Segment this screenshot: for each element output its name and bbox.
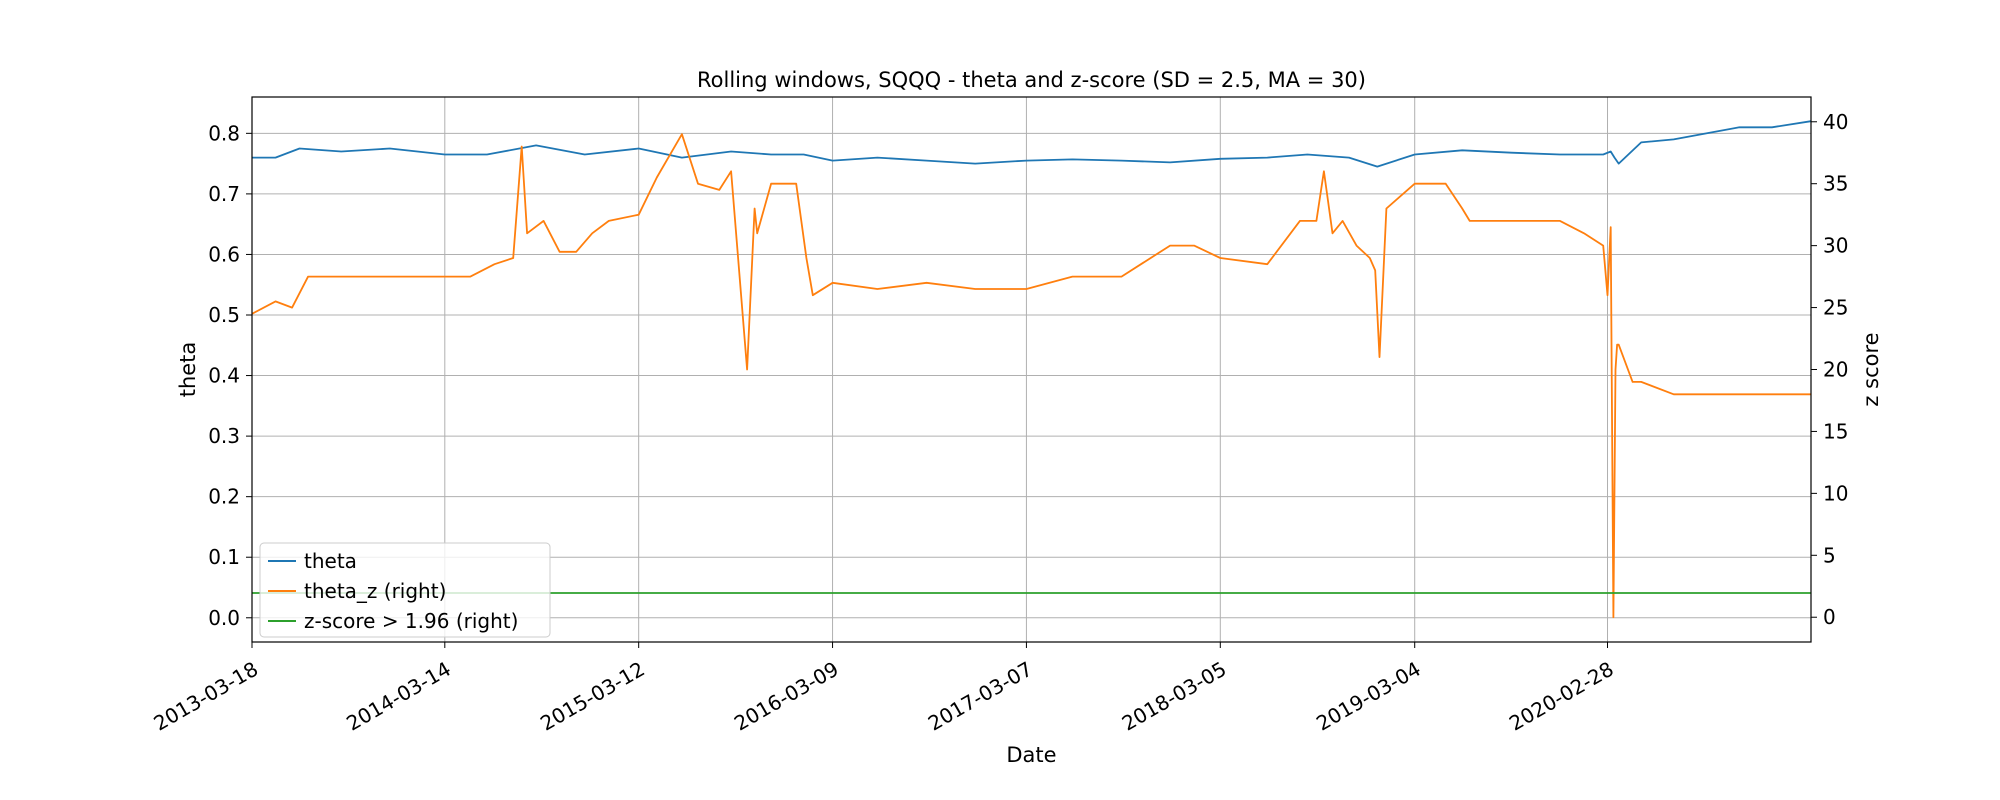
y-right-tick-label: 0: [1823, 605, 1836, 629]
series-line-2: [251, 133, 1811, 619]
x-tick-label: 2015-03-12: [536, 657, 649, 736]
y-left-tick-label: 0.3: [208, 424, 240, 448]
legend-label: z-score > 1.96 (right): [304, 609, 518, 633]
x-axis-label: Date: [1006, 743, 1056, 767]
y-left-tick-label: 0.6: [208, 242, 240, 266]
y-right-tick-label: 25: [1823, 296, 1848, 320]
x-tick-label: 2019-03-04: [1312, 657, 1425, 736]
legend: theta theta_z (right) z-score > 1.96 (righ…: [259, 542, 551, 638]
x-tick-label: 2018-03-05: [1118, 657, 1231, 736]
y-left-tick-label: 0.4: [208, 364, 240, 388]
series-line-1: [252, 120, 1812, 168]
legend-label: theta: [304, 549, 357, 573]
y-left-tick-label: 0.1: [208, 545, 240, 569]
x-tick-label: 2020-02-28: [1505, 657, 1618, 736]
legend-label: theta_z (right): [304, 579, 446, 603]
x-tick-label: 2013-03-18: [149, 657, 262, 736]
x-tick-label: 2016-03-09: [730, 657, 843, 736]
grid: [251, 97, 1811, 642]
y-right-tick-label: 15: [1823, 419, 1848, 443]
chart-title: Rolling windows, SQQQ - theta and z-scor…: [697, 68, 1366, 92]
y-right-tick-label: 40: [1823, 110, 1848, 134]
y-right-tick-label: 30: [1823, 234, 1848, 258]
y-left-tick-label: 0.7: [208, 182, 240, 206]
y-left-tick-label: 0.8: [208, 121, 240, 145]
x-tick-label: 2014-03-14: [342, 657, 455, 736]
y-left-tick-label: 0.0: [208, 606, 240, 630]
y-right-axis-label: z score: [1859, 332, 1883, 406]
y-right-tick-label: 10: [1823, 481, 1848, 505]
legend-box: [259, 542, 551, 638]
x-tick-label: 2017-03-07: [924, 657, 1037, 736]
y-left-tick-label: 0.2: [208, 485, 240, 509]
y-right-tick-label: 5: [1823, 543, 1836, 567]
y-left-axis-label: theta: [176, 342, 200, 398]
y-left-tick-label: 0.5: [208, 303, 240, 327]
y-right-tick-label: 20: [1823, 358, 1848, 382]
y-right-tick-label: 35: [1823, 172, 1848, 196]
